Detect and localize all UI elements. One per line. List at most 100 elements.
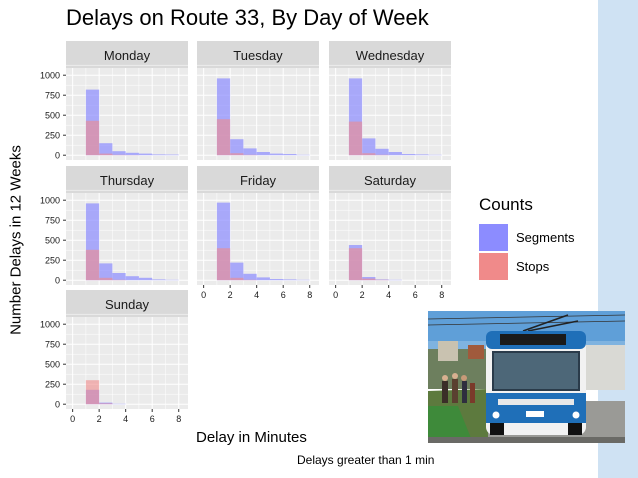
bar-segments-thursday: [138, 277, 153, 281]
facet-panel-thursday: [66, 193, 188, 285]
bar-stops-thursday: [99, 277, 113, 281]
bar-stops-tuesday: [230, 153, 244, 156]
x-tick-label: 2: [228, 290, 233, 300]
bar-segments-monday: [165, 154, 179, 156]
facet-label-friday: Friday: [240, 173, 277, 188]
y-tick-label: 750: [45, 91, 60, 101]
facet-label-thursday: Thursday: [100, 173, 155, 188]
bar-segments-wednesday: [388, 152, 402, 156]
facet-strip-friday: [197, 166, 319, 193]
legend-key-segments: [479, 224, 508, 251]
x-tick-label: 4: [123, 414, 128, 424]
legend-label-stops: Stops: [516, 259, 550, 274]
x-tick-label: 8: [176, 414, 181, 424]
x-tick-label: 6: [150, 414, 155, 424]
facet-label-wednesday: Wednesday: [356, 48, 425, 63]
bar-segments-friday: [230, 262, 244, 281]
facet-panel-friday: [197, 193, 319, 285]
bar-segments-tuesday: [243, 148, 257, 156]
facet-label-sunday: Sunday: [105, 297, 150, 312]
bar-stops-friday: [216, 248, 231, 281]
bar-stops-thursday: [85, 249, 100, 281]
bar-segments-wednesday: [362, 138, 376, 156]
legend-label-segments: Segments: [516, 230, 575, 245]
y-tick-label: 500: [45, 360, 60, 370]
sidebar-strip: [598, 0, 638, 478]
facet-strip-wednesday: [329, 41, 451, 68]
facet-label-tuesday: Tuesday: [233, 48, 283, 63]
x-tick-label: 8: [307, 290, 312, 300]
bar-segments-friday: [243, 273, 257, 281]
trolleybus-photo: [428, 311, 625, 443]
bar-stops-saturday: [362, 278, 376, 281]
bar-segments-wednesday: [415, 154, 429, 156]
bar-segments-thursday: [99, 263, 113, 281]
y-tick-label: 0: [55, 151, 60, 161]
bar-segments-thursday: [112, 273, 126, 281]
facet-label-saturday: Saturday: [364, 173, 417, 188]
bar-stops-saturday: [348, 248, 363, 281]
bar-stops-tuesday: [216, 119, 231, 156]
facet-strip-sunday: [66, 290, 188, 317]
x-tick-label: 8: [439, 290, 444, 300]
facet-strip-monday: [66, 41, 188, 68]
bar-segments-friday: [256, 277, 270, 281]
x-tick-label: 6: [281, 290, 286, 300]
bar-segments-tuesday: [283, 154, 297, 156]
bar-segments-monday: [152, 154, 166, 156]
y-tick-label: 0: [55, 276, 60, 286]
bar-segments-monday: [112, 151, 126, 156]
bar-segments-thursday: [152, 279, 166, 281]
facet-panel-sunday: [66, 317, 188, 409]
bar-segments-friday: [283, 279, 297, 281]
bar-stops-monday: [85, 120, 100, 156]
footnote: Delays greater than 1 min: [297, 453, 435, 467]
bar-stops-sunday: [85, 380, 100, 405]
x-tick-label: 2: [360, 290, 365, 300]
bar-segments-wednesday: [375, 148, 389, 156]
y-tick-label: 1000: [40, 196, 60, 206]
facet-strip-thursday: [66, 166, 188, 193]
facet-panel-wednesday: [329, 68, 451, 160]
bar-segments-tuesday: [256, 152, 270, 156]
bar-segments-monday: [99, 143, 113, 156]
y-tick-label: 250: [45, 256, 60, 266]
bar-stops-wednesday: [362, 153, 376, 156]
y-tick-label: 250: [45, 380, 60, 390]
bar-segments-tuesday: [269, 153, 284, 156]
y-tick-label: 750: [45, 340, 60, 350]
y-tick-label: 500: [45, 236, 60, 246]
bar-segments-tuesday: [230, 139, 244, 156]
y-tick-label: 1000: [40, 320, 60, 330]
x-tick-label: 6: [413, 290, 418, 300]
chart-title: Delays on Route 33, By Day of Week: [66, 5, 429, 30]
facet-panel-tuesday: [197, 68, 319, 160]
bar-segments-friday: [269, 279, 284, 281]
x-tick-label: 0: [333, 290, 338, 300]
facet-panel-saturday: [329, 193, 451, 285]
facet-strip-tuesday: [197, 41, 319, 68]
x-axis-title: Delay in Minutes: [196, 429, 307, 446]
x-tick-label: 0: [70, 414, 75, 424]
facet-strip-saturday: [329, 166, 451, 193]
legend: Counts Segments Stops: [479, 195, 575, 281]
y-axis-title: Number Delays in 12 Weeks: [7, 145, 25, 335]
y-tick-label: 1000: [40, 71, 60, 81]
bar-stops-wednesday: [348, 121, 363, 156]
bar-segments-thursday: [125, 276, 139, 281]
bar-stops-sunday: [99, 403, 113, 405]
legend-item-segments: Segments: [479, 223, 575, 252]
y-tick-label: 500: [45, 111, 60, 121]
legend-key-stops: [479, 253, 508, 280]
bar-segments-monday: [125, 152, 139, 156]
legend-title: Counts: [479, 195, 533, 214]
y-tick-label: 250: [45, 131, 60, 141]
y-tick-label: 0: [55, 400, 60, 410]
y-tick-label: 750: [45, 216, 60, 226]
x-tick-label: 4: [254, 290, 259, 300]
bar-segments-monday: [138, 153, 153, 156]
legend-item-stops: Stops: [479, 252, 575, 281]
x-tick-label: 2: [97, 414, 102, 424]
bar-segments-wednesday: [401, 154, 416, 156]
